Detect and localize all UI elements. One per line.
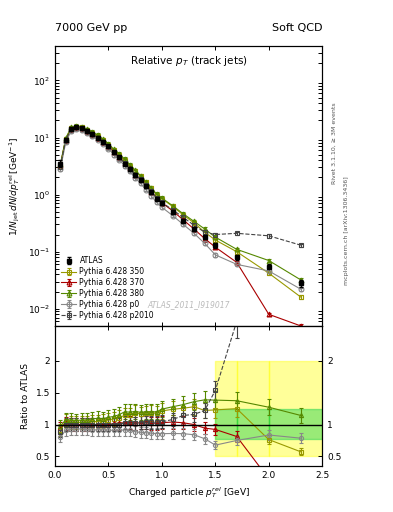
Text: ATLAS_2011_I919017: ATLAS_2011_I919017 bbox=[147, 300, 230, 309]
Text: 7000 GeV pp: 7000 GeV pp bbox=[55, 23, 127, 33]
Legend: ATLAS, Pythia 6.428 350, Pythia 6.428 370, Pythia 6.428 380, Pythia 6.428 p0, Py: ATLAS, Pythia 6.428 350, Pythia 6.428 37… bbox=[59, 254, 156, 322]
Text: mcplots.cern.ch [arXiv:1306.3436]: mcplots.cern.ch [arXiv:1306.3436] bbox=[344, 176, 349, 285]
Text: Relative $p_T$ (track jets): Relative $p_T$ (track jets) bbox=[130, 54, 248, 69]
X-axis label: Charged particle $p_T^{rel}$ [GeV]: Charged particle $p_T^{rel}$ [GeV] bbox=[128, 485, 250, 500]
Text: Rivet 3.1.10, ≥ 3M events: Rivet 3.1.10, ≥ 3M events bbox=[332, 102, 337, 184]
Y-axis label: Ratio to ATLAS: Ratio to ATLAS bbox=[21, 363, 30, 429]
Text: Soft QCD: Soft QCD bbox=[272, 23, 322, 33]
Y-axis label: $1/N_{\rm jet}\,dN/dp_T^{\rm rel}\,[\rm GeV^{-1}]$: $1/N_{\rm jet}\,dN/dp_T^{\rm rel}\,[\rm … bbox=[8, 137, 22, 236]
